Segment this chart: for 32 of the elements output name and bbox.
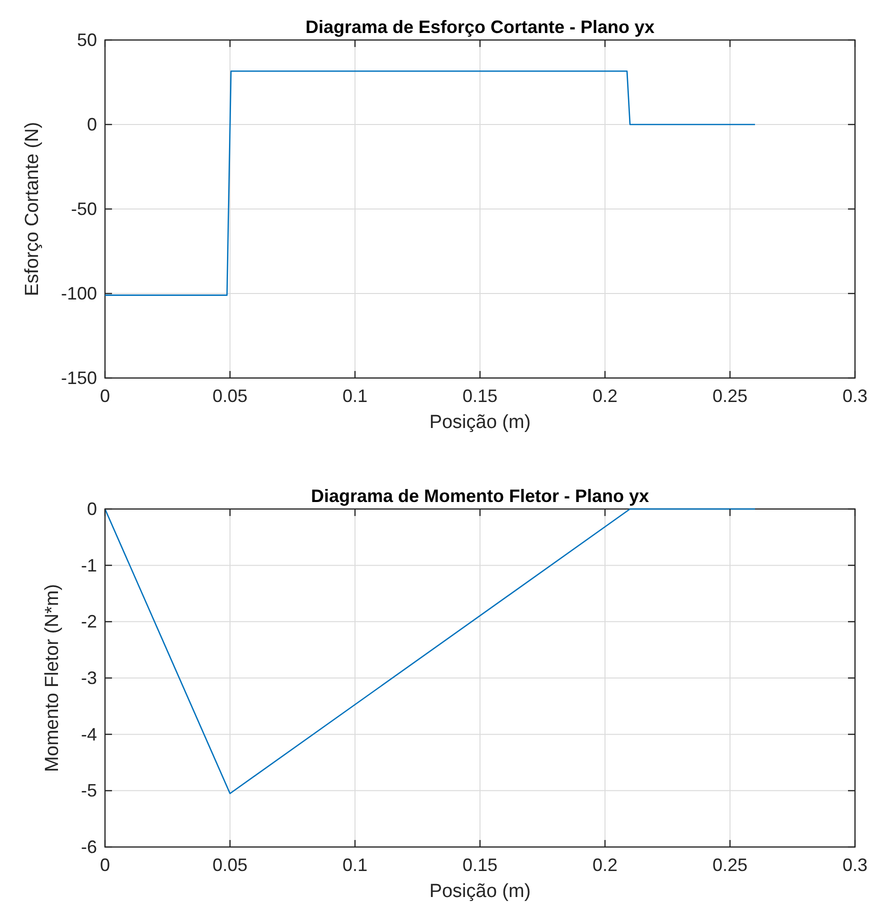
x-tick-label: 0 bbox=[100, 386, 110, 406]
y-tick-label: -50 bbox=[70, 199, 97, 219]
x-tick-label: 0.15 bbox=[462, 855, 498, 875]
y-tick-label: -3 bbox=[80, 668, 97, 688]
x-tick-label: 0 bbox=[100, 855, 110, 875]
x-tick-label: 0.25 bbox=[712, 386, 748, 406]
x-tick-label: 0.3 bbox=[842, 386, 868, 406]
y-tick-label: 50 bbox=[76, 30, 97, 50]
x-tick-label: 0.15 bbox=[462, 386, 498, 406]
y-axis-title: Momento Fletor (N*m) bbox=[42, 584, 63, 772]
x-axis-title: Posição (m) bbox=[429, 412, 531, 433]
y-tick-label: -5 bbox=[80, 780, 97, 801]
y-axis-title: Esforço Cortante (N) bbox=[22, 122, 43, 296]
y-tick-label: -150 bbox=[60, 368, 97, 388]
y-tick-label: -100 bbox=[60, 284, 97, 304]
x-tick-label: 0.2 bbox=[592, 386, 618, 406]
x-tick-label: 0.25 bbox=[712, 855, 748, 875]
x-tick-label: 0.1 bbox=[342, 386, 368, 406]
y-tick-label: -2 bbox=[80, 612, 97, 632]
y-tick-label: -4 bbox=[80, 724, 97, 744]
x-tick-label: 0.2 bbox=[592, 855, 618, 875]
y-tick-label: -6 bbox=[80, 837, 97, 857]
y-tick-label: -1 bbox=[80, 555, 97, 576]
y-tick-label: 0 bbox=[86, 114, 97, 134]
chart-title: Diagrama de Esforço Cortante - Plano yx bbox=[305, 17, 655, 37]
chart-title: Diagrama de Momento Fletor - Plano yx bbox=[310, 486, 650, 506]
x-tick-label: 0.05 bbox=[212, 855, 248, 875]
y-tick-label: 0 bbox=[86, 499, 97, 519]
x-tick-label: 0.05 bbox=[212, 386, 248, 406]
x-axis-title: Posição (m) bbox=[429, 881, 531, 902]
x-tick-label: 0.3 bbox=[842, 855, 868, 875]
x-tick-label: 0.1 bbox=[342, 855, 368, 875]
